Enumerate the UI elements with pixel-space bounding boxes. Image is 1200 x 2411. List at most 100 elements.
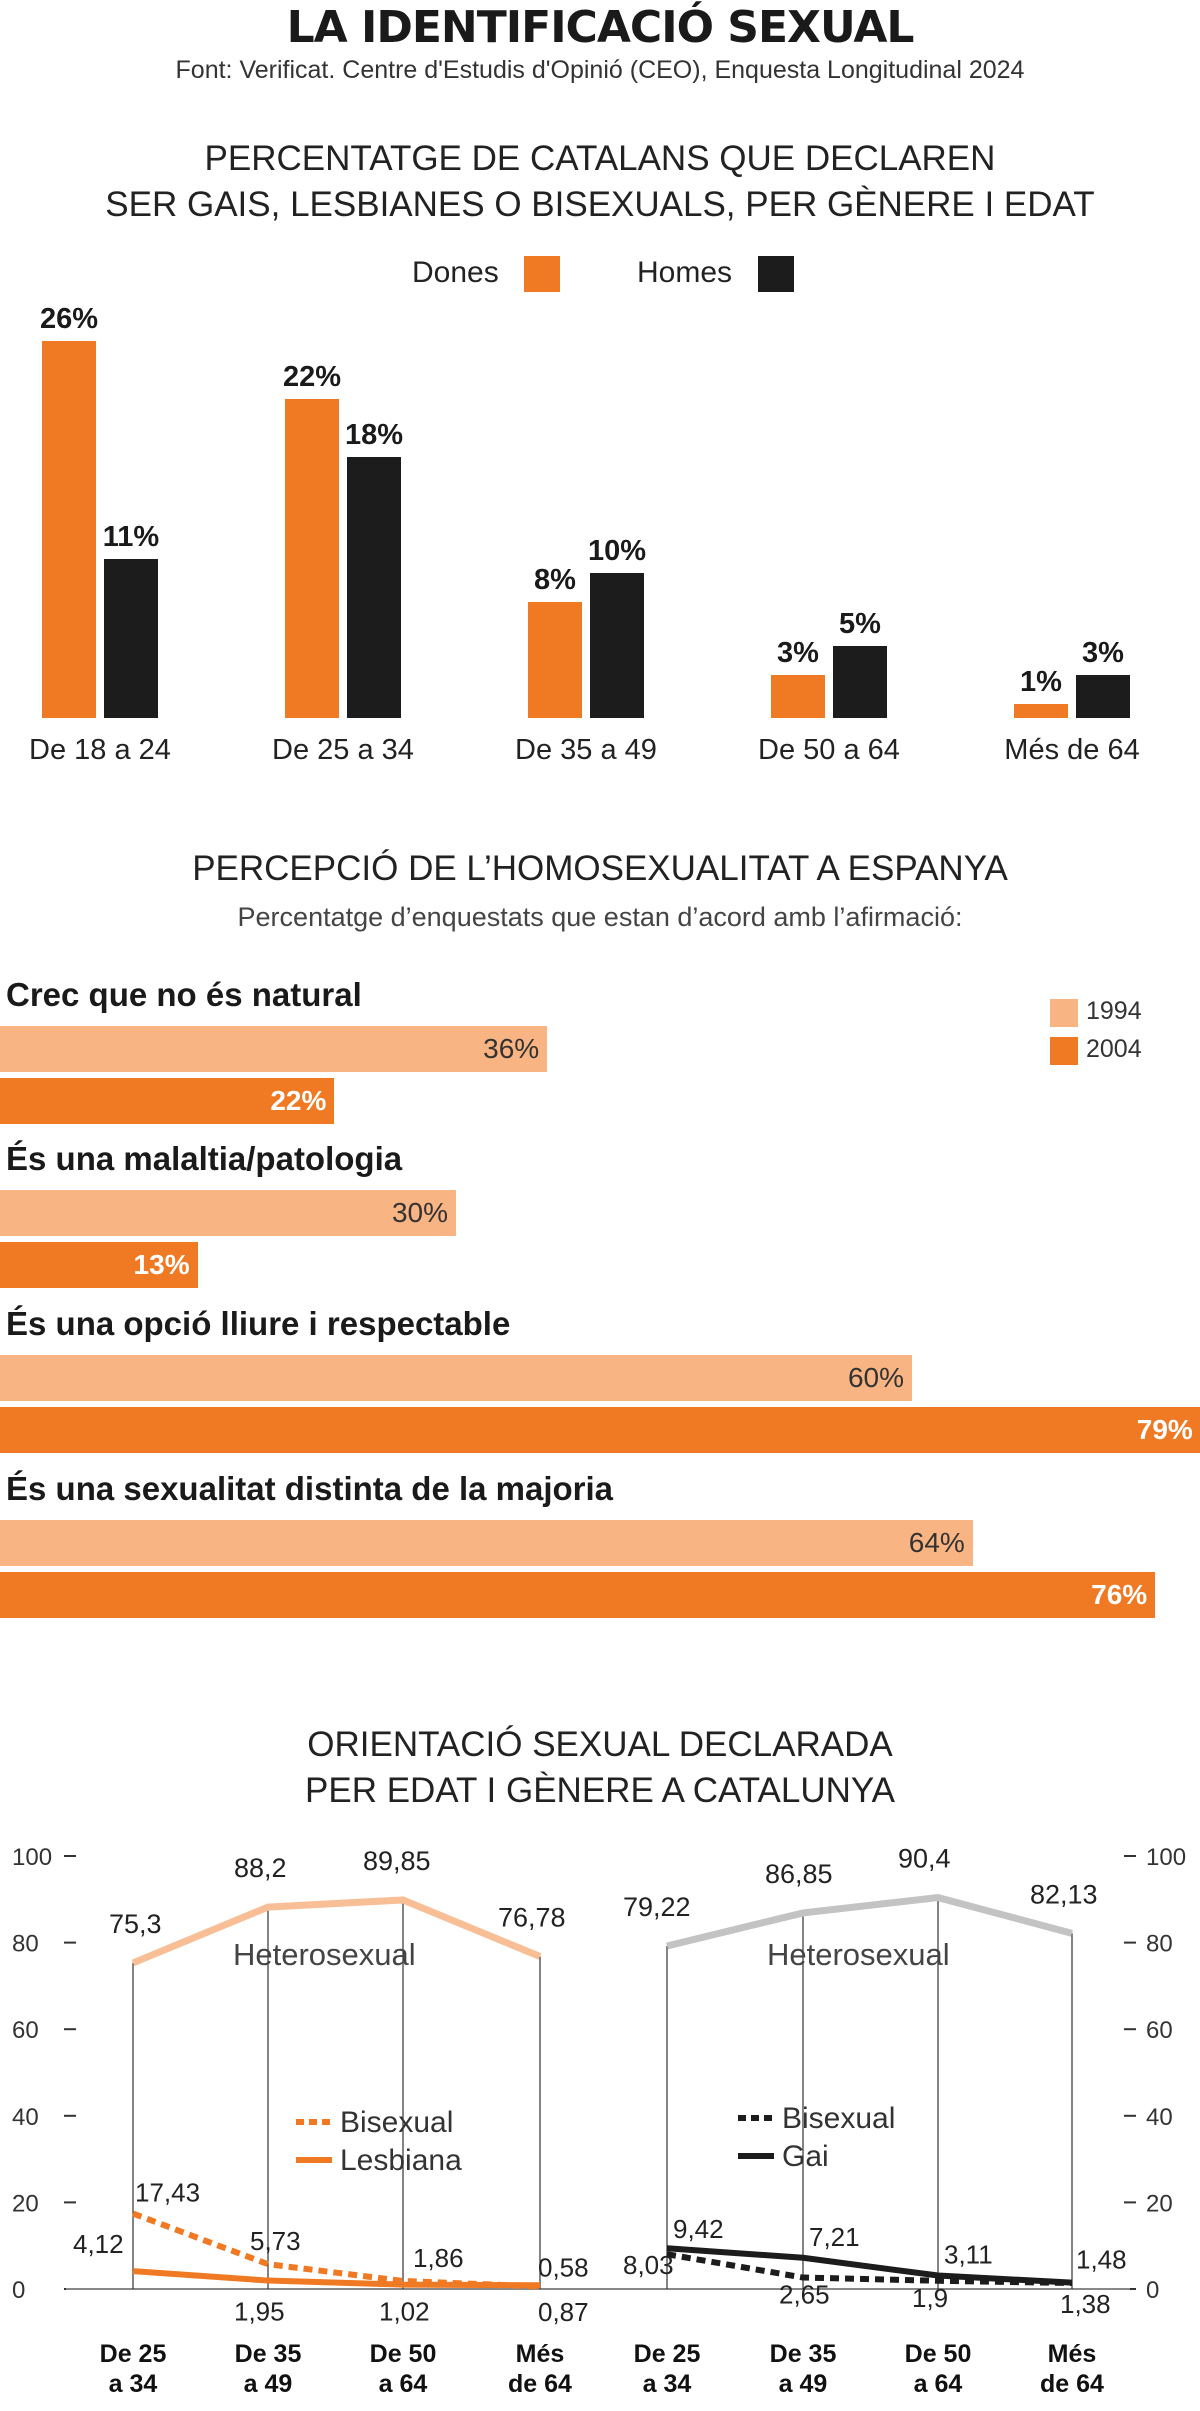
p0-legend-bisexual-label: Bisexual [340, 2106, 453, 2139]
statement-label-3: És una sexualitat distinta de la majoria [6, 1470, 614, 1507]
bar-homes-3 [833, 645, 887, 718]
p0-legend-lesbiana-label: Lesbiana [340, 2144, 462, 2177]
p0-label-bisexual-3: 0,58 [538, 2252, 589, 2282]
hbar-2004-2 [0, 1407, 1200, 1453]
bar-label-dones-0: 26% [39, 303, 99, 335]
ytick-right-80: 80 [1146, 1931, 1173, 1958]
ytick-left-80: 80 [12, 1931, 39, 1958]
p1-category-2-line2: a 64 [914, 2370, 963, 2398]
p1-label-bisexual-0: 8,03 [623, 2250, 674, 2280]
p0-category-1-line1: De 35 [235, 2340, 302, 2368]
bar-dones-3 [771, 674, 825, 718]
source-note: Font: Verificat. Centre d'Estudis d'Opin… [175, 56, 1025, 84]
hbar-1994-2 [0, 1355, 912, 1401]
hbar-1994-0 [0, 1026, 548, 1072]
bar-label-homes-4: 3% [1082, 636, 1124, 669]
p0-label-heterosexual-3: 76,78 [498, 1903, 566, 1933]
chart3-title-line1: ORIENTACIÓ SEXUAL DECLARADA [307, 1725, 893, 1764]
p0-category-0-line2: a 34 [109, 2370, 158, 2398]
p0-label-heterosexual-1: 88,2 [234, 1853, 287, 1883]
bar-label-dones-2: 8% [534, 564, 576, 596]
ytick-left-100: 100 [12, 1844, 52, 1871]
ytick-left-20: 20 [12, 2190, 39, 2217]
p1-category-1-line2: a 49 [779, 2370, 828, 2398]
p1-line-bisexual [666, 2251, 1073, 2287]
bar-label-dones-4: 1% [1020, 665, 1062, 698]
ytick-left-60: 60 [12, 2017, 39, 2044]
bar-label-homes-1: 18% [344, 419, 404, 451]
p1-label-gai-0: 9,42 [673, 2214, 724, 2244]
bar-label-dones-3: 3% [777, 636, 819, 669]
p1-label-gai-1: 7,21 [809, 2222, 860, 2252]
chart2-plot: Crec que no és natural 36% 22% És una malal… [0, 976, 1200, 1618]
p0-label-lesbiana-3: 0,87 [538, 2297, 589, 2327]
bar-homes-0 [104, 558, 158, 718]
chart3-title: ORIENTACIÓ SEXUAL DECLARADA PER EDAT I G… [0, 1722, 1200, 1814]
p0-label-heterosexual-0: 75,3 [109, 1909, 162, 1939]
p1-label-gai-3: 1,48 [1076, 2245, 1127, 2275]
hbar-label-2004-2: 79% [1136, 1414, 1193, 1445]
hbar-2004-3 [0, 1572, 1156, 1618]
category-label-3: De 50 a 64 [758, 734, 900, 766]
legend-homes-swatch [758, 256, 794, 292]
p0-label-lesbiana-2: 1,02 [379, 2297, 430, 2327]
bar-homes-2 [590, 573, 644, 718]
p1-category-3-line1: Més [1048, 2340, 1097, 2368]
ytick-left-40: 40 [12, 2104, 39, 2131]
statement-label-1: És una malaltia/patologia [6, 1140, 403, 1177]
ytick-right-40: 40 [1146, 2104, 1173, 2131]
chart3-plot: 100 100 80 80 60 60 40 40 20 20 0 0 75,3 88,2 89,85 76,… [12, 1844, 1186, 2398]
category-label-1: De 25 a 34 [272, 734, 414, 766]
p1-label-bisexual-3: 1,38 [1060, 2289, 1111, 2319]
p0-category-3-line2: de 64 [508, 2370, 572, 2398]
category-label-0: De 18 a 24 [29, 734, 171, 766]
p1-category-0-line1: De 25 [634, 2340, 701, 2368]
chart3-title-line2: PER EDAT I GÈNERE A CATALUNYA [305, 1771, 895, 1810]
chart1-title-line2: SER GAIS, LESBIANES O BISEXUALS, PER GÈN… [105, 185, 1095, 224]
bar-label-homes-2: 10% [587, 535, 647, 567]
ytick-right-60: 60 [1146, 2017, 1173, 2044]
category-label-2: De 35 a 49 [515, 734, 657, 766]
hbar-label-2004-3: 76% [1091, 1579, 1148, 1610]
bar-label-homes-0: 11% [102, 520, 160, 553]
p1-line-heterosexual [666, 1894, 1073, 1950]
chart2-title: PERCEPCIÓ DE L’HOMOSEXUALITAT A ESPANYA [192, 849, 1008, 888]
p0-area-label-heterosexual: Heterosexual [233, 1937, 416, 1972]
legend-dones-label: Dones [412, 256, 499, 289]
main-title: LA IDENTIFICACIÓ SEXUAL [286, 2, 915, 53]
p1-category-3-line2: de 64 [1040, 2370, 1104, 2398]
hbar-label-2004-0: 22% [270, 1085, 327, 1116]
category-label-4: Més de 64 [1004, 734, 1140, 766]
p0-category-2-line2: a 64 [379, 2370, 428, 2398]
hbar-2004-0 [0, 1078, 335, 1124]
legend-homes-label: Homes [637, 256, 733, 289]
hbar-1994-3 [0, 1520, 973, 1566]
bar-dones-4 [1014, 703, 1068, 718]
bar-dones-0 [42, 341, 96, 718]
ytick-left-0: 0 [12, 2277, 25, 2304]
legend-1994-swatch [1050, 999, 1078, 1027]
bar-homes-1 [347, 457, 401, 718]
legend-2004-swatch [1050, 1037, 1078, 1065]
p0-label-lesbiana-1: 1,95 [234, 2297, 285, 2327]
p1-label-heterosexual-0: 79,22 [623, 1892, 691, 1922]
bar-dones-2 [528, 602, 582, 718]
p1-category-2-line1: De 50 [905, 2340, 972, 2368]
p1-line-gai [666, 2245, 1073, 2286]
p0-label-bisexual-2: 1,86 [413, 2243, 464, 2273]
hbar-label-1994-1: 30% [391, 1197, 448, 1228]
p0-line-lesbiana [132, 2268, 541, 2289]
hbar-label-1994-3: 64% [908, 1527, 965, 1558]
legend-2004-label: 2004 [1086, 1035, 1142, 1063]
p1-legend-bisexual-label: Bisexual [782, 2102, 895, 2135]
p0-category-0-line1: De 25 [100, 2340, 167, 2368]
p0-label-heterosexual-2: 89,85 [363, 1846, 431, 1876]
p0-category-3-line1: Més [516, 2340, 565, 2368]
bar-label-dones-1: 22% [282, 361, 342, 393]
legend-dones-swatch [524, 256, 560, 292]
p1-label-heterosexual-2: 90,4 [898, 1844, 951, 1874]
p0-label-bisexual-1: 5,73 [250, 2226, 301, 2256]
p0-category-2-line1: De 50 [370, 2340, 437, 2368]
p1-area-label-heterosexual: Heterosexual [767, 1937, 950, 1972]
chart1-title: PERCENTATGE DE CATALANS QUE DECLAREN SER… [0, 136, 1200, 228]
